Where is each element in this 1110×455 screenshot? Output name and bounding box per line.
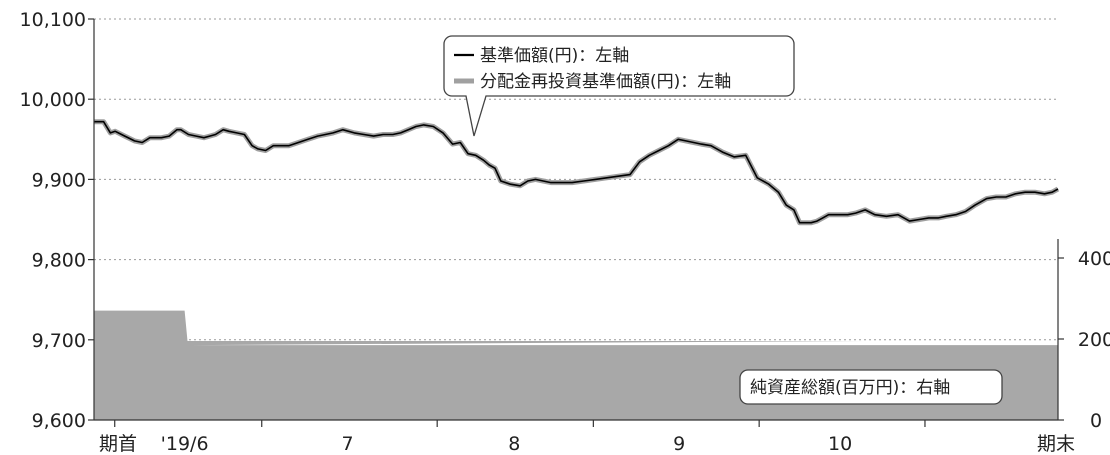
x-tick-label-2: 7	[341, 433, 353, 455]
x-axis-ticks: 期首 '19/6 7 8 9 10 期末	[99, 420, 1075, 455]
legend-label-reinvest: 分配金再投資基準価額(円)：左軸	[480, 72, 731, 92]
gridlines	[94, 18, 1058, 341]
axes	[93, 19, 1059, 421]
reinvest-nav-line	[94, 119, 1060, 226]
nav-line	[94, 120, 1059, 224]
left-tick-label-3: 9,900	[32, 169, 86, 191]
x-tick-label-4: 9	[673, 433, 685, 455]
legend-box	[443, 35, 795, 137]
left-tick-label-0: 9,600	[32, 410, 86, 432]
x-tick-label-0: 期首	[99, 433, 137, 455]
left-tick-label-2: 9,800	[32, 250, 86, 272]
net-assets-label: 純資産総額(百万円)：右軸	[739, 369, 1003, 405]
x-tick-label-3: 8	[508, 433, 520, 455]
right-tick-label-2: 400	[1078, 248, 1110, 270]
legend: 基準価額(円)：左軸 分配金再投資基準価額(円)：左軸	[443, 35, 795, 137]
net-assets-label-box	[739, 369, 1003, 405]
nav-line-layer	[94, 119, 1060, 226]
legend-label-nav: 基準価額(円)：左軸	[480, 46, 629, 66]
left-axis-ticks: 9,600 9,700 9,800 9,900 10,000 10,100	[20, 9, 94, 432]
x-tick-label-1: '19/6	[161, 433, 209, 455]
left-tick-label-1: 9,700	[32, 330, 86, 352]
right-axis-ticks: 0 200 400	[1058, 248, 1110, 432]
right-tick-label-0: 0	[1090, 410, 1102, 432]
x-tick-label-5: 10	[828, 433, 852, 455]
left-tick-label-5: 10,100	[20, 9, 86, 31]
right-tick-label-1: 200	[1078, 329, 1110, 351]
x-tick-label-6: 期末	[1037, 433, 1075, 455]
net-assets-label-text: 純資産総額(百万円)：右軸	[750, 378, 950, 398]
left-tick-label-4: 10,000	[20, 89, 86, 111]
